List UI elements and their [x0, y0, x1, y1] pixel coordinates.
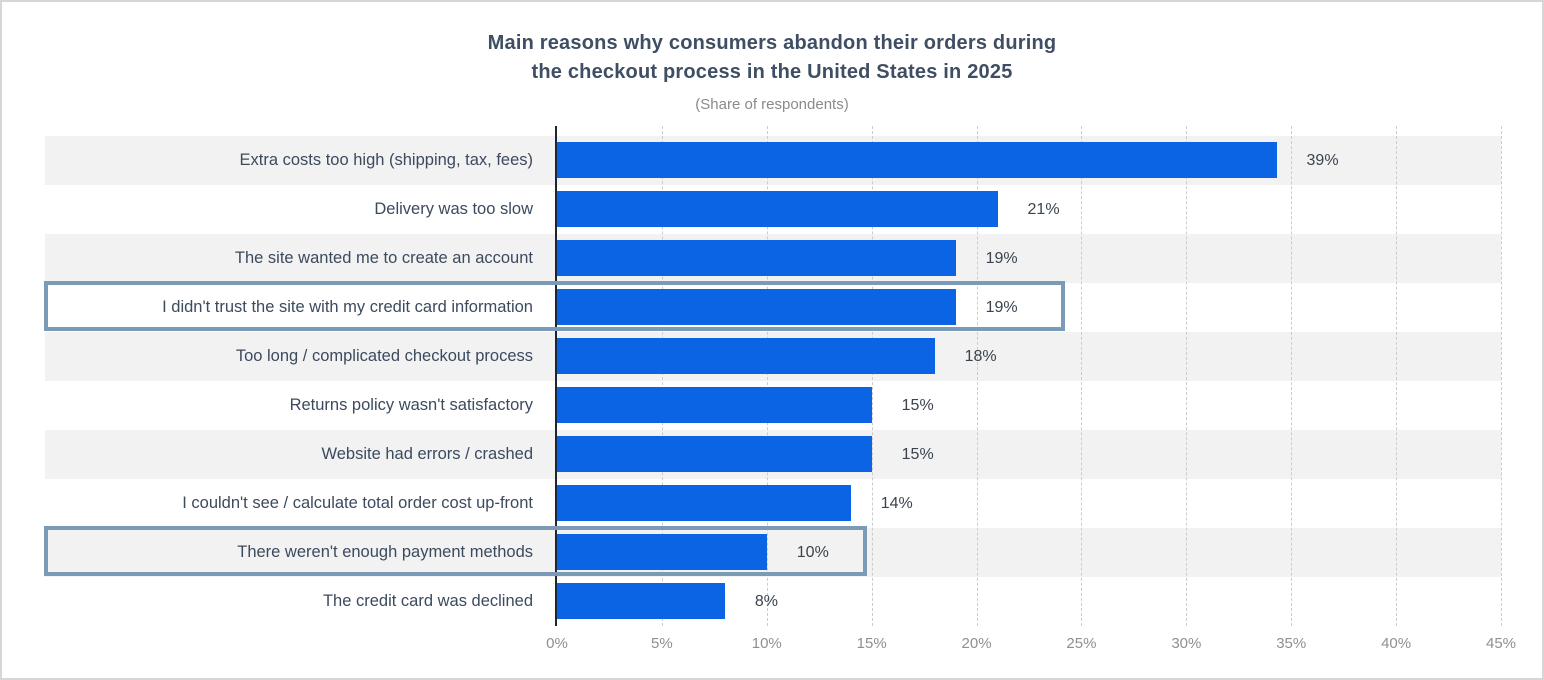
bar [557, 485, 851, 521]
category-label: The site wanted me to create an account [234, 249, 533, 267]
category-label: Returns policy wasn't satisfactory [289, 396, 533, 414]
x-axis-tick: 25% [1066, 635, 1097, 652]
gridline-45pct [1501, 126, 1502, 626]
bar [557, 289, 956, 325]
bar [557, 583, 725, 619]
category-label: Too long / complicated checkout process [235, 347, 533, 365]
category-label: There weren't enough payment methods [237, 543, 533, 561]
bar [557, 142, 1277, 178]
category-label: Website had errors / crashed [321, 445, 533, 463]
table-row: Extra costs too high (shipping, tax, fee… [45, 136, 1501, 185]
bar-area: 39% [557, 136, 1501, 185]
table-row: Delivery was too slow 21% [45, 185, 1501, 234]
category-label: The credit card was declined [322, 592, 533, 610]
table-row: Website had errors / crashed 15% [45, 430, 1501, 479]
x-axis-tick: 30% [1171, 635, 1202, 652]
highlight-box [44, 526, 867, 576]
bar [557, 191, 998, 227]
bar-area: 21% [557, 185, 1501, 234]
chart-subtitle: (Share of respondents) [695, 96, 849, 113]
bar-area: 10% [557, 528, 1501, 577]
bar-area: 15% [557, 430, 1501, 479]
value-label: 10% [796, 544, 829, 561]
gridline-10pct [766, 126, 768, 626]
gridline-5pct [661, 126, 663, 626]
bar [557, 534, 767, 570]
category-label: I didn't trust the site with my credit c… [162, 298, 533, 316]
x-axis-tick: 40% [1381, 635, 1412, 652]
gridline-20pct [976, 126, 978, 626]
value-label: 21% [1027, 201, 1060, 218]
bar [557, 387, 872, 423]
bar-area: 19% [557, 283, 1501, 332]
x-axis-tick: 15% [856, 635, 887, 652]
value-label: 19% [985, 250, 1018, 267]
gridline-15pct [871, 126, 873, 626]
table-row: I couldn't see / calculate total order c… [45, 479, 1501, 528]
gridline-35pct [1291, 126, 1293, 626]
table-row: There weren't enough payment methods 10% [45, 528, 1501, 577]
chart-title-line1: Main reasons why consumers abandon their… [487, 32, 1057, 54]
bar [557, 436, 872, 472]
value-label: 15% [901, 446, 934, 463]
bar-area: 19% [557, 234, 1501, 283]
bar-area: 14% [557, 479, 1501, 528]
category-label: Extra costs too high (shipping, tax, fee… [239, 151, 533, 169]
gridline-25pct [1081, 126, 1083, 626]
plot-area: Extra costs too high (shipping, tax, fee… [44, 126, 1516, 680]
x-axis-tick: 35% [1276, 635, 1307, 652]
bar [557, 338, 935, 374]
category-label: Delivery was too slow [374, 200, 533, 218]
table-row: The site wanted me to create an account 1… [45, 234, 1501, 283]
chart-title-line2: the checkout process in the United State… [531, 61, 1013, 83]
value-label: 19% [985, 299, 1018, 316]
chart-title: Main reasons why consumers abandon their… [0, 29, 1544, 87]
bar-area: 8% [557, 577, 1501, 626]
value-label: 18% [964, 348, 997, 365]
bar [557, 240, 956, 276]
table-row: Returns policy wasn't satisfactory 15% [45, 381, 1501, 430]
value-label: 15% [901, 397, 934, 414]
table-row: Too long / complicated checkout process 1… [45, 332, 1501, 381]
y-axis-line [555, 126, 557, 626]
category-label: I couldn't see / calculate total order c… [182, 494, 533, 512]
bar-area: 18% [557, 332, 1501, 381]
value-label: 14% [880, 495, 913, 512]
x-axis-tick: 45% [1485, 635, 1517, 652]
table-row: I didn't trust the site with my credit c… [45, 283, 1501, 332]
value-label: 8% [754, 593, 778, 610]
x-axis-tick: 20% [961, 635, 992, 652]
gridline-30pct [1186, 126, 1188, 626]
gridline-40pct [1396, 126, 1398, 626]
highlight-box [44, 281, 1065, 331]
table-row: The credit card was declined 8% [45, 577, 1501, 626]
x-axis-tick: 0% [546, 635, 568, 652]
value-label: 39% [1306, 152, 1339, 169]
x-axis-tick: 10% [751, 635, 782, 652]
x-axis-tick: 5% [651, 635, 673, 652]
bar-area: 15% [557, 381, 1501, 430]
